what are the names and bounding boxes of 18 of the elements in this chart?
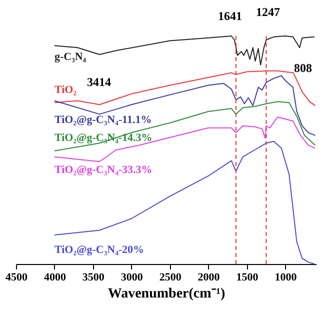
- series-label: TiO₂@g-C₃N₄-33.3%: [54, 164, 152, 176]
- annotation: 808: [294, 61, 312, 75]
- x-axis-title: Wavenumber(cm⁻¹): [108, 286, 226, 302]
- x-tick-label: 1500: [236, 272, 259, 284]
- x-tick-label: 3500: [82, 272, 105, 284]
- x-tick-label: 4000: [44, 272, 66, 284]
- series-label: g-C₃N₄: [54, 51, 87, 63]
- x-tick-label: 2000: [198, 272, 220, 284]
- annotation: 3414: [87, 75, 111, 89]
- series-label: TiO₂@g-C₃N₄-11.1%: [54, 114, 152, 126]
- x-tick-label: 1000: [274, 272, 298, 284]
- series-label: TiO₂@g-C₃N₄-20%: [54, 244, 144, 256]
- text: 1247: [256, 5, 280, 19]
- x-tick-label: 3000: [120, 272, 144, 284]
- x-tick-label: 2500: [159, 272, 182, 284]
- x-tick-label: 4500: [6, 272, 28, 284]
- series-label: TiO₂: [54, 84, 78, 96]
- text: 1641: [218, 9, 242, 23]
